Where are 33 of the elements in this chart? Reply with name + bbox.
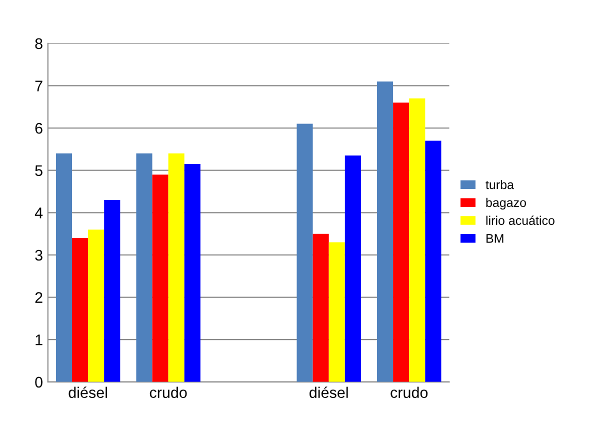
y-tick-label: 6	[35, 122, 42, 134]
y-tick-label: 2	[35, 292, 42, 303]
bar	[409, 98, 426, 382]
x-tick-label: diésel	[310, 386, 348, 398]
bar	[184, 164, 200, 382]
bar	[72, 238, 88, 382]
x-tick-label: crudo	[150, 386, 187, 398]
legend-label: lirio acuático	[486, 216, 554, 225]
y-tick-label: 4	[34, 208, 43, 218]
bar	[152, 174, 168, 382]
legend-label: bagazo	[486, 198, 526, 210]
bar	[296, 124, 313, 382]
y-tick-label: 1	[36, 334, 42, 346]
bar	[168, 153, 184, 382]
bar	[56, 153, 72, 382]
bar	[104, 200, 120, 382]
bar	[136, 153, 152, 382]
x-tick-label: diésel	[68, 386, 107, 398]
legend-label: BM	[486, 234, 504, 243]
bar	[312, 234, 329, 382]
bar	[88, 230, 104, 382]
y-tick-label: 3	[35, 250, 42, 261]
bar	[344, 156, 361, 382]
y-tick-label: 0	[35, 376, 42, 388]
bar	[328, 242, 345, 382]
y-tick-label: 8	[35, 38, 42, 50]
bar	[377, 81, 394, 382]
bar	[425, 140, 442, 382]
y-tick-label: 7	[35, 80, 42, 92]
legend-label: turba	[486, 180, 514, 190]
x-tick-label: crudo	[390, 386, 428, 398]
bar	[393, 102, 410, 382]
y-tick-label: 5	[35, 165, 42, 176]
